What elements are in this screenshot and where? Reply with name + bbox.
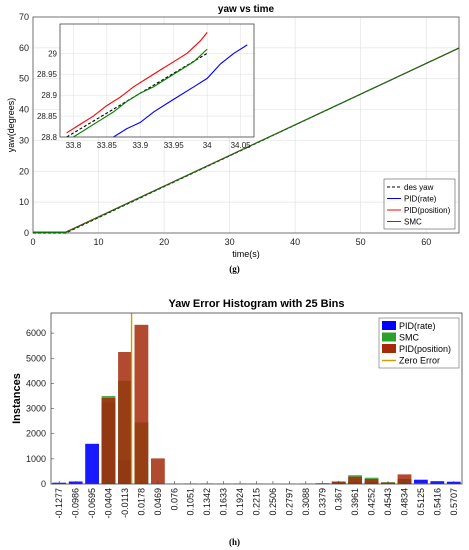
inset-x-tick-label: 34 xyxy=(203,141,212,150)
y-tick-label: 70 xyxy=(19,12,29,22)
inset-series-line-smc xyxy=(73,48,208,137)
category-label: 0.5707 xyxy=(449,488,459,516)
category-label: -0.0986 xyxy=(71,488,81,519)
inset-x-tick-label: 34.05 xyxy=(231,141,252,150)
y-tick-label: 10 xyxy=(19,197,29,207)
zoom-inset: 33.8 33.85 33.9 33.95 34 34.05 28.8 28.85 28.9 28… xyxy=(37,23,255,150)
inset-x-tick-label: 33.85 xyxy=(97,141,118,150)
category-label: 0.1342 xyxy=(202,488,212,516)
category-label: 0.5416 xyxy=(432,488,442,516)
category-label: 0.0469 xyxy=(153,488,163,516)
category-label: 0.4543 xyxy=(383,488,393,516)
hist-legend-swatch xyxy=(382,344,396,353)
y-tick-label: 60 xyxy=(19,43,29,53)
inset-y-tick-label: 28.9 xyxy=(41,91,57,100)
bar-pid-position- xyxy=(118,352,132,484)
category-label: 0.1924 xyxy=(235,488,245,516)
x-tick-label: 0 xyxy=(30,237,35,247)
inset-x-tick-label: 33.9 xyxy=(132,141,148,150)
legend-label: SMC xyxy=(404,218,422,227)
hist-y-tick-label: 5000 xyxy=(26,353,46,363)
category-label: 0.0178 xyxy=(136,488,146,516)
legend-label: PID(position) xyxy=(404,206,451,215)
category-label: -0.1277 xyxy=(54,488,64,519)
category-label: 0.367 xyxy=(334,488,344,511)
bar-pid-position- xyxy=(151,458,165,484)
category-label: 0.2797 xyxy=(284,488,294,516)
hist-legend-swatch xyxy=(382,332,396,342)
x-tick-label: 10 xyxy=(94,237,104,247)
plot-frame xyxy=(32,16,460,234)
y-tick-label: 30 xyxy=(19,135,29,145)
category-label: 0.1633 xyxy=(219,488,229,516)
category-label: 0.3088 xyxy=(301,488,311,516)
category-label: 0.3961 xyxy=(350,488,360,516)
bar-pid-position- xyxy=(397,474,412,484)
inset-x-tick-label: 33.95 xyxy=(164,141,185,150)
y-tick-label: 50 xyxy=(19,74,29,84)
hist-legend-label: PID(rate) xyxy=(399,321,436,331)
caption-g: (g) xyxy=(229,264,240,274)
y-tick-label: 40 xyxy=(19,105,29,115)
bar-pid-position- xyxy=(101,398,116,484)
series-line-smc xyxy=(33,47,460,233)
x-tick-label: 40 xyxy=(290,237,300,247)
hist-y-tick-label: 4000 xyxy=(26,378,46,388)
category-label: 0.2506 xyxy=(268,488,278,516)
category-label: 0.1051 xyxy=(186,488,196,516)
category-label: 0.3379 xyxy=(317,488,327,516)
inset-area xyxy=(60,24,254,137)
inset-series-line-pid-rate- xyxy=(113,44,248,137)
inset-frame xyxy=(59,23,255,138)
category-label: -0.0404 xyxy=(104,488,114,519)
x-tick-label: 20 xyxy=(159,237,169,247)
hist-y-tick-label: 3000 xyxy=(26,404,46,414)
caption-h: (h) xyxy=(229,537,240,547)
category-label: -0.0695 xyxy=(87,488,97,519)
inset-series-line-pid-position- xyxy=(66,32,208,134)
inset-y-tick-label: 28.8 xyxy=(41,133,57,142)
x-tick-label: 50 xyxy=(356,237,366,247)
inset-x-tick-label: 33.8 xyxy=(66,141,82,150)
x-tick-label: 60 xyxy=(421,237,431,247)
inset-y-tick-label: 29 xyxy=(48,49,57,58)
hist-y-axis-label: Instances xyxy=(11,373,23,424)
hist-title: Yaw Error Histogram with 25 Bins xyxy=(168,298,344,310)
category-label: 0.2215 xyxy=(252,488,262,516)
y-tick-label: 20 xyxy=(19,166,29,176)
bar-pid-position- xyxy=(348,476,362,484)
hist-y-tick-label: 6000 xyxy=(26,328,46,338)
category-label: 0.4252 xyxy=(367,488,377,516)
hist-legend-label: Zero Error xyxy=(399,356,440,366)
bar-pid-rate- xyxy=(85,443,99,484)
hist-y-tick-label: 0 xyxy=(41,479,46,489)
hist-legend-label: SMC xyxy=(399,333,420,343)
x-axis-label: time(s) xyxy=(232,249,260,259)
y-tick-label: 0 xyxy=(24,228,29,238)
inset-y-tick-label: 28.95 xyxy=(37,70,58,79)
inset-y-tick-label: 28.85 xyxy=(37,112,58,121)
hist-legend-swatch xyxy=(382,321,396,330)
legend-label: des yaw xyxy=(404,183,434,192)
category-label: 0.076 xyxy=(169,488,179,511)
category-label: 0.4834 xyxy=(399,488,409,516)
hist-y-tick-label: 1000 xyxy=(26,454,46,464)
category-label: -0.0113 xyxy=(120,488,130,518)
x-tick-label: 30 xyxy=(225,237,235,247)
legend-label: PID(rate) xyxy=(404,195,437,204)
bar-pid-position- xyxy=(134,324,149,484)
category-label: 0.5125 xyxy=(416,488,426,516)
chart-title: yaw vs time xyxy=(218,4,275,15)
hist-legend-label: PID(position) xyxy=(399,344,451,354)
hist-y-tick-label: 2000 xyxy=(26,429,46,439)
legend-box xyxy=(383,178,456,230)
y-axis-label: yaw(degrees) xyxy=(6,98,16,153)
